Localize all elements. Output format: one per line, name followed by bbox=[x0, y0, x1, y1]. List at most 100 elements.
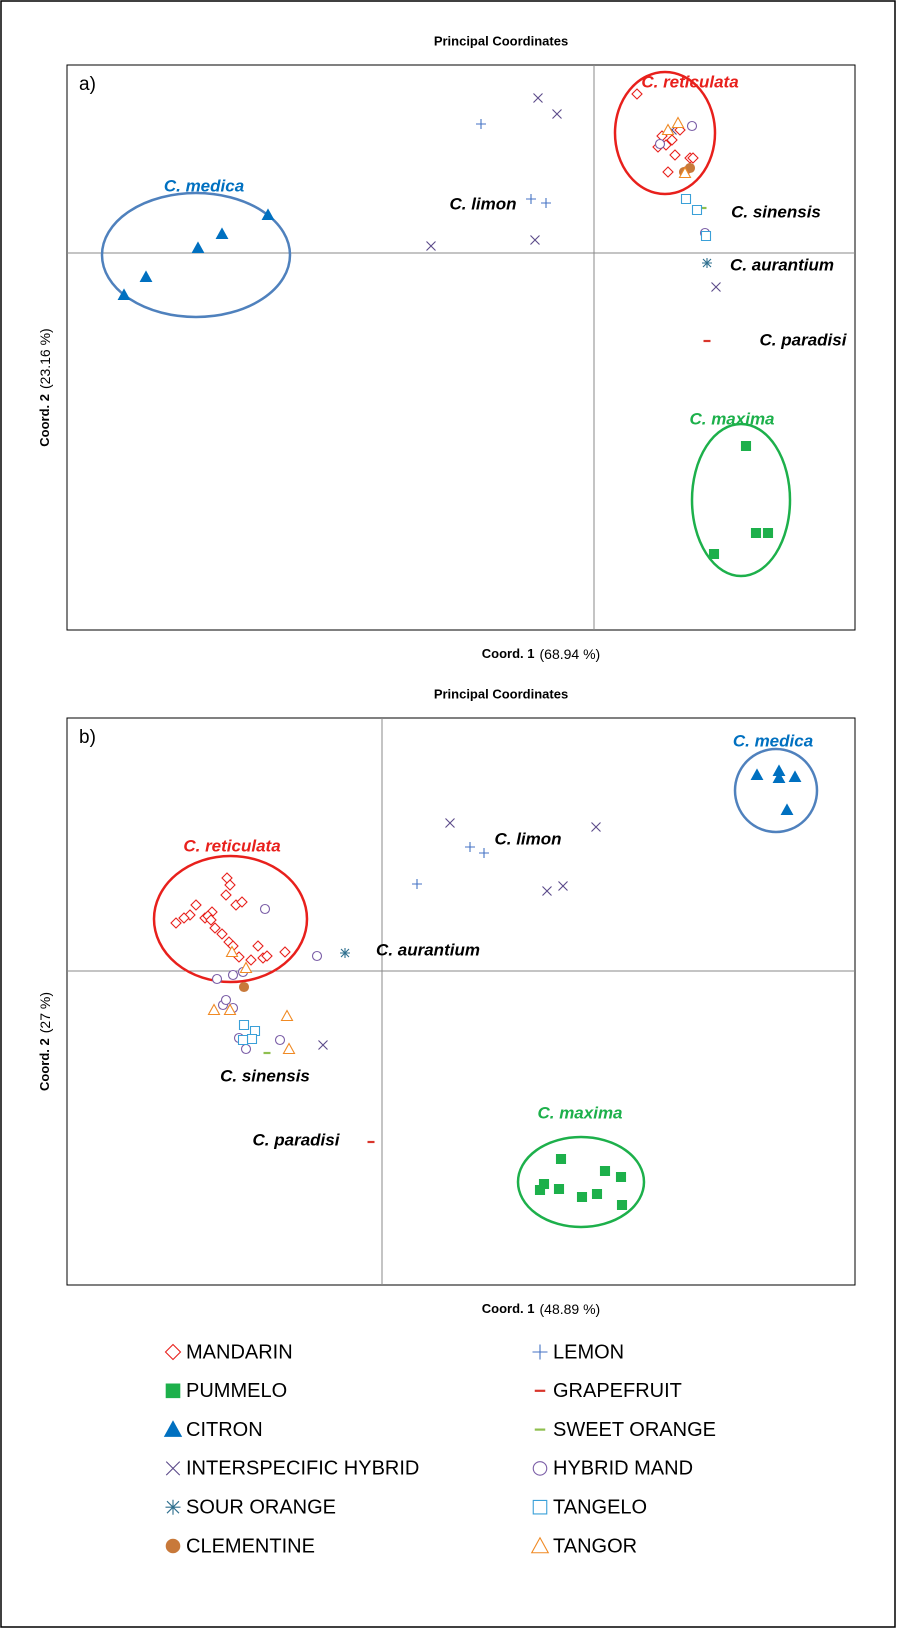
legend-marker bbox=[163, 1420, 183, 1437]
data-point bbox=[687, 152, 699, 164]
legend-marker bbox=[165, 1499, 181, 1515]
legend-label: HYBRID MAND bbox=[553, 1458, 693, 1480]
data-point bbox=[552, 109, 562, 119]
data-point bbox=[236, 896, 248, 908]
data-point bbox=[240, 1043, 252, 1055]
annotation: C. limon bbox=[494, 829, 561, 848]
data-point bbox=[311, 950, 323, 962]
annotation: C. paradisi bbox=[253, 1130, 341, 1149]
data-point bbox=[245, 954, 257, 966]
data-point bbox=[666, 134, 678, 146]
data-point bbox=[530, 235, 540, 245]
cluster-ellipse bbox=[516, 1135, 646, 1229]
data-point bbox=[209, 922, 221, 934]
plot-area bbox=[66, 717, 856, 1286]
data-point bbox=[249, 1025, 261, 1037]
data-point bbox=[591, 1188, 603, 1200]
data-point bbox=[274, 1034, 286, 1046]
cluster-ellipse bbox=[690, 422, 792, 578]
legend-marker bbox=[165, 1461, 181, 1476]
data-point bbox=[225, 945, 239, 958]
data-point bbox=[238, 981, 250, 993]
data-point bbox=[476, 119, 486, 129]
legend-marker bbox=[532, 1344, 548, 1360]
data-point bbox=[669, 149, 681, 161]
data-point bbox=[237, 1034, 249, 1046]
chart-title: Principal Coordinates bbox=[434, 33, 568, 48]
data-point bbox=[526, 194, 536, 204]
data-point bbox=[762, 527, 774, 539]
data-point bbox=[691, 204, 703, 216]
data-point bbox=[542, 886, 552, 896]
legend-marker bbox=[165, 1538, 181, 1554]
legend-label: SOUR ORANGE bbox=[186, 1496, 336, 1518]
chart-title: Principal Coordinates bbox=[434, 686, 568, 701]
data-point bbox=[246, 1033, 258, 1045]
data-point bbox=[220, 994, 232, 1006]
panel-label: a) bbox=[79, 74, 96, 95]
data-point bbox=[740, 440, 752, 452]
annotation: C. medica bbox=[164, 176, 244, 195]
annotation: C. maxima bbox=[537, 1103, 622, 1122]
data-point bbox=[479, 848, 489, 858]
legend-label: INTERSPECIFIC HYBRID bbox=[186, 1458, 419, 1480]
data-point bbox=[191, 241, 205, 254]
data-point bbox=[220, 889, 232, 901]
data-point bbox=[662, 166, 674, 178]
legend-marker bbox=[164, 1343, 182, 1361]
data-point bbox=[686, 120, 698, 132]
data-point bbox=[558, 881, 568, 891]
data-point bbox=[654, 138, 666, 150]
data-point bbox=[533, 93, 543, 103]
data-point bbox=[788, 770, 802, 783]
legend-marker bbox=[530, 1536, 550, 1554]
y-axis-label: Coord. 2 (23.16 %) bbox=[37, 328, 53, 446]
data-point bbox=[340, 948, 350, 958]
data-point bbox=[282, 1042, 296, 1055]
data-point bbox=[178, 912, 190, 924]
legend-marker bbox=[532, 1461, 548, 1476]
annotation: C. sinensis bbox=[731, 202, 821, 221]
cluster-ellipse bbox=[613, 70, 717, 196]
legend-label: LEMON bbox=[553, 1341, 624, 1363]
data-point bbox=[318, 1040, 328, 1050]
data-point bbox=[227, 969, 239, 981]
annotation: C. limon bbox=[449, 194, 516, 213]
legend-label: TANGELO bbox=[553, 1496, 647, 1518]
legend-label: MANDARIN bbox=[186, 1341, 293, 1363]
data-point bbox=[117, 288, 131, 301]
legend-label: CLEMENTINE bbox=[186, 1535, 315, 1557]
data-point bbox=[750, 768, 764, 781]
annotation: C. medica bbox=[733, 731, 813, 750]
panel-label: b) bbox=[79, 727, 96, 748]
data-point bbox=[224, 879, 236, 891]
annotation: C. maxima bbox=[689, 409, 774, 428]
data-point bbox=[170, 917, 182, 929]
annotation: C. aurantium bbox=[730, 255, 834, 274]
data-point bbox=[223, 1003, 237, 1016]
data-point bbox=[702, 258, 712, 268]
data-point bbox=[207, 1003, 221, 1016]
data-point bbox=[238, 1019, 250, 1031]
legend-label: PUMMELO bbox=[186, 1380, 287, 1402]
cluster-ellipse bbox=[100, 191, 292, 319]
annotation: C. reticulata bbox=[183, 836, 280, 855]
data-point bbox=[280, 1009, 294, 1022]
x-axis-label: Coord. 1 (48.89 %) bbox=[482, 1301, 600, 1317]
cluster-ellipse bbox=[733, 747, 819, 834]
data-point bbox=[616, 1199, 628, 1211]
data-point bbox=[680, 193, 692, 205]
data-point bbox=[541, 198, 551, 208]
data-point bbox=[261, 950, 273, 962]
cluster-ellipse bbox=[152, 854, 309, 984]
data-point bbox=[139, 270, 153, 283]
data-point bbox=[700, 230, 712, 242]
x-axis-title: Coord. 1 bbox=[482, 646, 535, 661]
y-axis-unit: (23.16 %) bbox=[37, 328, 53, 389]
legend-label: CITRON bbox=[186, 1419, 263, 1441]
data-point bbox=[426, 241, 436, 251]
legend-label: GRAPEFRUIT bbox=[553, 1380, 682, 1402]
y-axis-title: Coord. 2 bbox=[37, 394, 52, 447]
data-point bbox=[661, 123, 675, 136]
